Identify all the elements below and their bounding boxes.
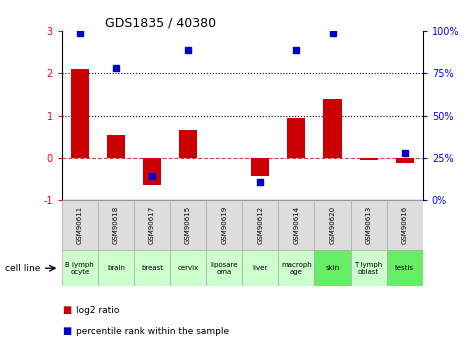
Text: testis: testis xyxy=(395,265,414,271)
Text: GDS1835 / 40380: GDS1835 / 40380 xyxy=(105,17,216,30)
Bar xyxy=(323,99,342,158)
Text: GSM90617: GSM90617 xyxy=(149,206,155,244)
Text: breast: breast xyxy=(141,265,163,271)
Bar xyxy=(206,200,242,250)
Bar xyxy=(134,200,170,250)
Text: liver: liver xyxy=(253,265,268,271)
Text: T lymph
oblast: T lymph oblast xyxy=(354,262,383,275)
Text: GSM90618: GSM90618 xyxy=(113,206,119,244)
Text: GSM90620: GSM90620 xyxy=(330,206,335,244)
Text: skin: skin xyxy=(325,265,340,271)
Bar xyxy=(98,200,134,250)
Text: GSM90612: GSM90612 xyxy=(257,206,263,244)
Bar xyxy=(71,69,89,158)
Bar xyxy=(278,250,314,286)
Bar xyxy=(396,158,414,163)
Text: GSM90616: GSM90616 xyxy=(402,206,408,244)
Bar xyxy=(351,200,387,250)
Bar xyxy=(98,250,134,286)
Bar xyxy=(360,158,378,160)
Text: macroph
age: macroph age xyxy=(281,262,312,275)
Bar xyxy=(278,200,314,250)
Bar xyxy=(387,250,423,286)
Text: cervix: cervix xyxy=(178,265,199,271)
Text: ■: ■ xyxy=(62,326,71,336)
Text: brain: brain xyxy=(107,265,125,271)
Text: percentile rank within the sample: percentile rank within the sample xyxy=(76,327,229,336)
Text: log2 ratio: log2 ratio xyxy=(76,306,119,315)
Bar xyxy=(170,250,206,286)
Bar xyxy=(387,200,423,250)
Text: GSM90619: GSM90619 xyxy=(221,206,227,244)
Bar xyxy=(134,250,170,286)
Bar xyxy=(170,200,206,250)
Bar xyxy=(251,158,269,176)
Text: liposare
oma: liposare oma xyxy=(210,262,238,275)
Bar xyxy=(287,118,305,158)
Bar xyxy=(107,135,125,158)
Bar xyxy=(179,130,197,158)
Bar xyxy=(314,200,351,250)
Text: ■: ■ xyxy=(62,306,71,315)
Bar xyxy=(206,250,242,286)
Bar xyxy=(62,200,98,250)
Bar xyxy=(143,158,161,185)
Text: GSM90613: GSM90613 xyxy=(366,206,371,244)
Bar xyxy=(314,250,351,286)
Bar xyxy=(242,200,278,250)
Bar xyxy=(351,250,387,286)
Text: GSM90615: GSM90615 xyxy=(185,206,191,244)
Bar xyxy=(62,250,98,286)
Text: cell line: cell line xyxy=(5,264,40,273)
Bar xyxy=(242,250,278,286)
Text: B lymph
ocyte: B lymph ocyte xyxy=(66,262,94,275)
Text: GSM90614: GSM90614 xyxy=(294,206,299,244)
Text: GSM90611: GSM90611 xyxy=(77,206,83,244)
